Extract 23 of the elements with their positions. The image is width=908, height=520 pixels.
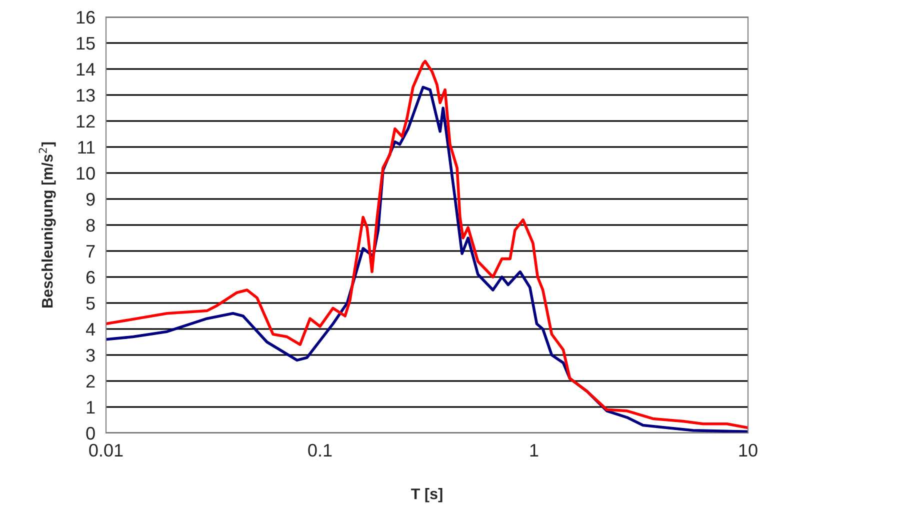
y-tick-label: 7 xyxy=(86,245,95,258)
x-axis-title: T [s] xyxy=(411,488,442,502)
y-tick-label: 10 xyxy=(76,166,95,180)
y-tick-label: 2 xyxy=(86,374,95,388)
y-tick-label: 8 xyxy=(86,218,95,232)
y-tick-label: 9 xyxy=(86,192,95,206)
y-tick-label: 16 xyxy=(76,10,95,24)
y-tick-label: 12 xyxy=(76,114,95,128)
y-tick-label: 4 xyxy=(86,323,96,336)
x-tick-label: 10 xyxy=(739,444,758,457)
y-tick-label: 15 xyxy=(76,37,95,50)
x-tick-label: 0.1 xyxy=(308,444,332,457)
x-tick-label: 1 xyxy=(530,444,538,456)
y-tick-label: 6 xyxy=(86,270,95,284)
y-tick-label: 14 xyxy=(76,63,96,76)
y-tick-label: 3 xyxy=(86,348,95,362)
y-tick-label: 1 xyxy=(86,401,95,414)
y-tick-label: 11 xyxy=(78,141,95,154)
y-tick-label: 13 xyxy=(76,88,95,102)
y-tick-label: 0 xyxy=(86,426,95,440)
y-axis-title: Beschleunigung [m/s$^{2}$] xyxy=(38,142,56,308)
x-tick-label: 0.01 xyxy=(89,444,123,457)
y-tick-label: 5 xyxy=(86,297,95,310)
